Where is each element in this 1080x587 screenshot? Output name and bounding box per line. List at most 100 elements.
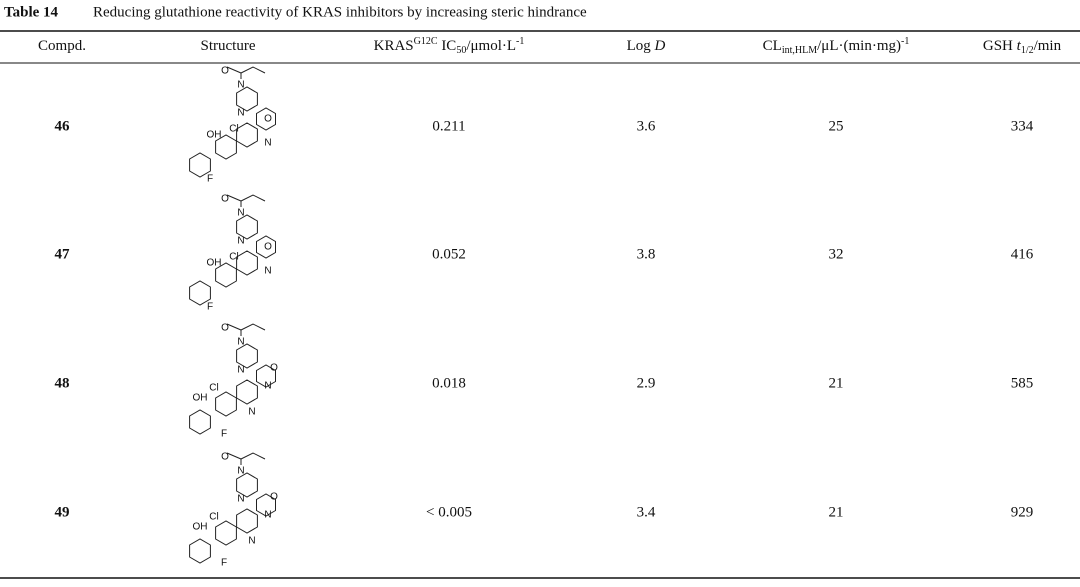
atom-label: Cl <box>229 124 238 135</box>
compd: 48 <box>55 375 70 391</box>
header-segment: /μmol·L <box>466 38 516 54</box>
bond <box>240 323 266 331</box>
compd: 46 <box>55 118 71 134</box>
atom-label: O <box>221 323 229 334</box>
header-segment: -1 <box>516 36 524 47</box>
header-segment: 1/2 <box>1021 45 1034 56</box>
ic50: 0.018 <box>432 375 466 391</box>
ring <box>189 280 211 306</box>
header-segment: t <box>1017 38 1022 54</box>
atom-label: N <box>237 365 244 376</box>
header-segment: Structure <box>201 38 256 54</box>
header-cell: Compd. <box>38 38 86 54</box>
atom-label: N <box>237 208 244 219</box>
ring <box>215 391 237 417</box>
gsh-half-life: 585 <box>1011 375 1034 391</box>
atom-label: N <box>237 80 244 91</box>
atom-label: N <box>237 337 244 348</box>
ring <box>236 343 258 369</box>
atom-label: O <box>221 194 229 205</box>
header-segment: GSH <box>983 38 1017 54</box>
atom-label: N <box>237 236 244 247</box>
clearance: 25 <box>829 118 844 134</box>
header-segment: /min <box>1034 38 1062 54</box>
atom-label: O <box>221 452 229 463</box>
ring <box>256 364 276 388</box>
ring <box>236 122 258 148</box>
ring <box>189 409 211 435</box>
header-cell: KRASG12C IC50/μmol·L-1 <box>374 36 525 56</box>
header-segment: Log <box>627 38 655 54</box>
atom-label: N <box>264 381 271 392</box>
atom-label: N <box>237 494 244 505</box>
atom-label: Cl <box>209 512 218 523</box>
header-cell: CLint,HLM/μL·(min·mg)-1 <box>763 36 910 56</box>
log-d: 3.4 <box>637 504 656 520</box>
ring <box>215 520 237 546</box>
header-segment: -1 <box>901 36 909 47</box>
ic50: 0.211 <box>432 118 465 134</box>
header-segment: 50 <box>456 45 466 56</box>
ring <box>236 86 258 112</box>
atom-label: N <box>248 407 255 418</box>
table-label: Table 14 <box>4 4 59 20</box>
bond <box>226 452 242 465</box>
atom-label: OH <box>193 522 208 533</box>
atom-label: F <box>221 429 227 440</box>
atom-label: O <box>221 66 229 77</box>
header-segment: IC <box>438 38 457 54</box>
atom-label: N <box>264 266 271 277</box>
gsh-half-life: 416 <box>1011 246 1034 262</box>
log-d: 2.9 <box>637 375 656 391</box>
header-segment: Compd. <box>38 38 86 54</box>
header-cell: Log D <box>627 38 666 54</box>
ring <box>189 152 211 178</box>
table-title: Reducing glutathione reactivity of KRAS … <box>93 4 587 20</box>
ring <box>236 214 258 240</box>
atom-label: N <box>264 510 271 521</box>
atom-label: Cl <box>229 252 238 263</box>
compd: 47 <box>55 246 71 262</box>
gsh-half-life: 929 <box>1011 504 1034 520</box>
bond <box>226 323 242 336</box>
header-segment: int,HLM <box>782 45 817 56</box>
log-d: 3.6 <box>637 118 656 134</box>
atom-label: N <box>248 536 255 547</box>
atom-label: O <box>264 242 272 253</box>
bond <box>240 66 266 74</box>
ic50: < 0.005 <box>426 504 472 520</box>
atom-label: N <box>237 466 244 477</box>
atom-label: OH <box>207 258 222 269</box>
header-cell: Structure <box>201 38 256 54</box>
bond <box>226 66 242 79</box>
ring <box>256 493 276 517</box>
gsh-half-life: 334 <box>1011 118 1034 134</box>
header-segment: G12C <box>414 36 438 47</box>
compd: 49 <box>55 504 70 520</box>
bond <box>226 194 242 207</box>
ring <box>236 508 258 534</box>
ring <box>236 379 258 405</box>
header-segment: /μL·(min·mg) <box>817 38 901 54</box>
atom-label: N <box>264 138 271 149</box>
clearance: 32 <box>829 246 844 262</box>
header-segment: KRAS <box>374 38 414 54</box>
ring <box>256 235 276 259</box>
ring <box>189 538 211 564</box>
header-segment: CL <box>763 38 782 54</box>
atom-label: OH <box>207 130 222 141</box>
ring <box>236 472 258 498</box>
atom-label: OH <box>193 393 208 404</box>
clearance: 21 <box>829 504 844 520</box>
ring <box>236 250 258 276</box>
ring <box>256 107 276 131</box>
atom-label: O <box>270 363 278 374</box>
bond <box>240 452 266 460</box>
header-segment: D <box>654 38 666 54</box>
atom-label: O <box>270 492 278 503</box>
